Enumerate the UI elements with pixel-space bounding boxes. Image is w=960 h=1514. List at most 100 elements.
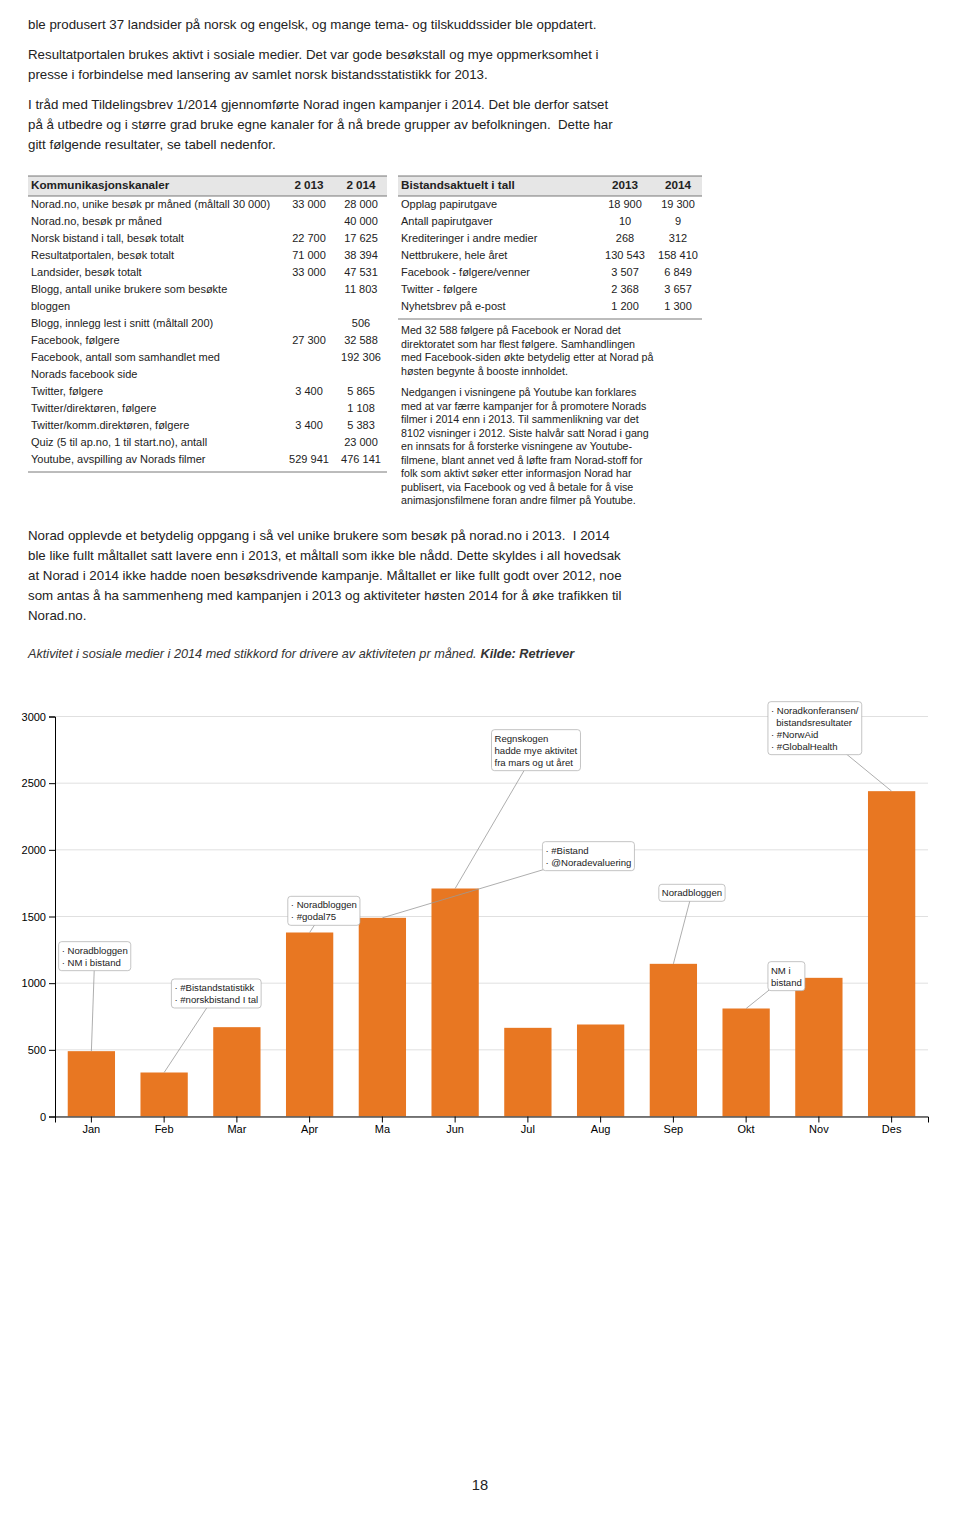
table-cell: 2 368 — [611, 283, 639, 295]
y-axis: 050010001500200025003000 — [22, 711, 56, 1123]
annotation-text: · #GlobalHealth — [771, 741, 838, 752]
table-cell: 71 000 — [292, 249, 326, 261]
table-cell: 3 400 — [295, 385, 323, 397]
table-cell: Nyhetsbrev på e-post — [401, 300, 506, 312]
grid-line — [55, 916, 928, 917]
intro-line: på å utbedre og i større grad bruke egne… — [28, 117, 613, 132]
table-note: Med 32 588 følgere på Facebook er Norad … — [401, 324, 621, 336]
table-cell: 5 865 — [347, 385, 375, 397]
annotation: · #Bistand· @Noradevaluering — [382, 842, 634, 918]
table-note: Nedgangen i visningene på Youtube kan fo… — [401, 386, 636, 398]
table-cell: 476 141 — [341, 453, 381, 465]
axis-line — [56, 1117, 929, 1123]
y-tick-mark — [49, 1117, 55, 1118]
x-tick-label: Mar — [227, 1123, 246, 1135]
table-cell: Twitter, følgere — [31, 385, 103, 397]
x-tick-mark — [309, 1117, 310, 1123]
x-tick: Jan — [83, 1117, 101, 1136]
x-tick-label: Jul — [521, 1123, 535, 1135]
table-cell: 506 — [352, 317, 370, 329]
table-header-bg — [28, 176, 387, 196]
table-cell: 158 410 — [658, 249, 698, 261]
x-tick-label: Aug — [591, 1123, 611, 1135]
annotations: · Noradbloggen· NM i bistand· #Bistandst… — [59, 702, 892, 1073]
x-tick-label: Feb — [155, 1123, 174, 1135]
table-cell: Blogg, antall unike brukere som besøkte — [31, 283, 227, 295]
table-rule — [28, 196, 387, 197]
y-tick-label: 1000 — [22, 977, 46, 989]
table-cell: Twitter - følgere — [401, 283, 477, 295]
bar — [213, 1027, 260, 1116]
x-tick-mark — [164, 1117, 165, 1123]
bar — [650, 964, 697, 1117]
intro-line: Resultatportalen brukes aktivt i sosiale… — [28, 47, 599, 62]
table-header: 2 014 — [346, 178, 376, 191]
table-cell: Facebook - følgere/venner — [401, 266, 530, 278]
table-cell: 1 300 — [664, 300, 692, 312]
x-tick-mark — [527, 1117, 528, 1123]
chart-title-text: Aktivitet i sosiale medier i 2014 med st… — [27, 647, 477, 661]
table-cell: Opplag papirutgave — [401, 198, 497, 210]
x-axis: JanFebMarAprMaJunJulAugSepOktNovDes — [56, 1117, 929, 1136]
y-tick-mark — [49, 983, 55, 984]
table-cell: Antall papirutgaver — [401, 215, 493, 227]
table-cell: Resultatportalen, besøk totalt — [31, 249, 174, 261]
annotation: · Noradkonferansen/ bistandsresultater· … — [768, 702, 892, 792]
table-header: 2014 — [665, 178, 692, 191]
x-tick-mark — [455, 1117, 456, 1123]
table-cell: 3 507 — [611, 266, 639, 278]
table-note: en innsats for å forsterke visningene av… — [401, 440, 633, 452]
bar — [431, 889, 478, 1117]
annotation-box — [768, 962, 805, 991]
x-tick-mark — [382, 1117, 383, 1123]
page-number: 18 — [472, 1477, 488, 1493]
body-line: at Norad i 2014 ikke hadde noen besøksdr… — [28, 568, 622, 583]
table-cell: 1 200 — [611, 300, 639, 312]
table-cell: 40 000 — [344, 215, 378, 227]
page: ble produsert 37 landsider på norsk og e… — [0, 0, 960, 1514]
table-note: filmer i 2014 enn i 2013. Til sammenlikn… — [401, 413, 639, 425]
y-tick-mark — [49, 1050, 55, 1051]
table-note: med Facebook-siden økte betydelig etter … — [401, 351, 654, 363]
bars — [68, 791, 916, 1116]
table-cell: Nettbrukere, hele året — [401, 249, 507, 261]
bar — [722, 1009, 769, 1117]
table-cell: Facebook, antall som samhandlet med — [31, 351, 220, 363]
annotation-box — [492, 730, 581, 771]
x-tick: Sep — [664, 1117, 684, 1136]
table-cell: 22 700 — [292, 232, 326, 244]
table-cell: 5 383 — [347, 419, 375, 431]
table-cell: 529 941 — [289, 453, 329, 465]
left-table: Kommunikasjonskanaler2 0132 014Norad.no,… — [28, 176, 387, 472]
table-cell: 312 — [669, 232, 687, 244]
annotation-text: Regnskogen — [495, 733, 549, 744]
annotation-text: · Noradbloggen — [62, 945, 128, 956]
intro: ble produsert 37 landsider på norsk og e… — [28, 17, 613, 152]
table-cell: Norad.no, besøk pr måned — [31, 215, 162, 227]
table-cell: Quiz (5 til ap.no, 1 til start.no), anta… — [31, 436, 207, 448]
table-note: animasjonsfilmene foran andre filmer på … — [401, 494, 636, 506]
x-tick-label: Ma — [375, 1123, 391, 1135]
table-cell: 10 — [619, 215, 631, 227]
table-cell: Youtube, avspilling av Norads filmer — [31, 453, 206, 465]
table-cell: 11 803 — [345, 283, 378, 295]
y-tick: 2500 — [22, 777, 55, 789]
x-tick-label: Jun — [446, 1123, 464, 1135]
table-header: 2013 — [612, 178, 639, 191]
body: Norad opplevde et betydelig oppgang i så… — [28, 528, 622, 623]
annotation: NM ibistand — [746, 962, 805, 1009]
x-tick: Nov — [809, 1117, 829, 1136]
annotation-text: Noradbloggen — [662, 887, 722, 898]
intro-line: gitt følgende resultater, se tabell nede… — [28, 137, 276, 152]
annotation-text: bistand — [771, 977, 802, 988]
table-cell: 47 531 — [344, 266, 378, 278]
table-cell: 28 000 — [344, 198, 378, 210]
table-cell: Krediteringer i andre medier — [401, 232, 538, 244]
intro-line: presse i forbindelse med lansering av sa… — [28, 67, 488, 82]
x-tick-mark — [600, 1117, 601, 1123]
annotation-box — [288, 896, 360, 925]
x-tick: Des — [882, 1117, 902, 1136]
annotation-text: hadde mye aktivitet — [495, 745, 578, 756]
table-cell: 32 588 — [344, 334, 378, 346]
x-tick-label: Okt — [738, 1123, 755, 1135]
